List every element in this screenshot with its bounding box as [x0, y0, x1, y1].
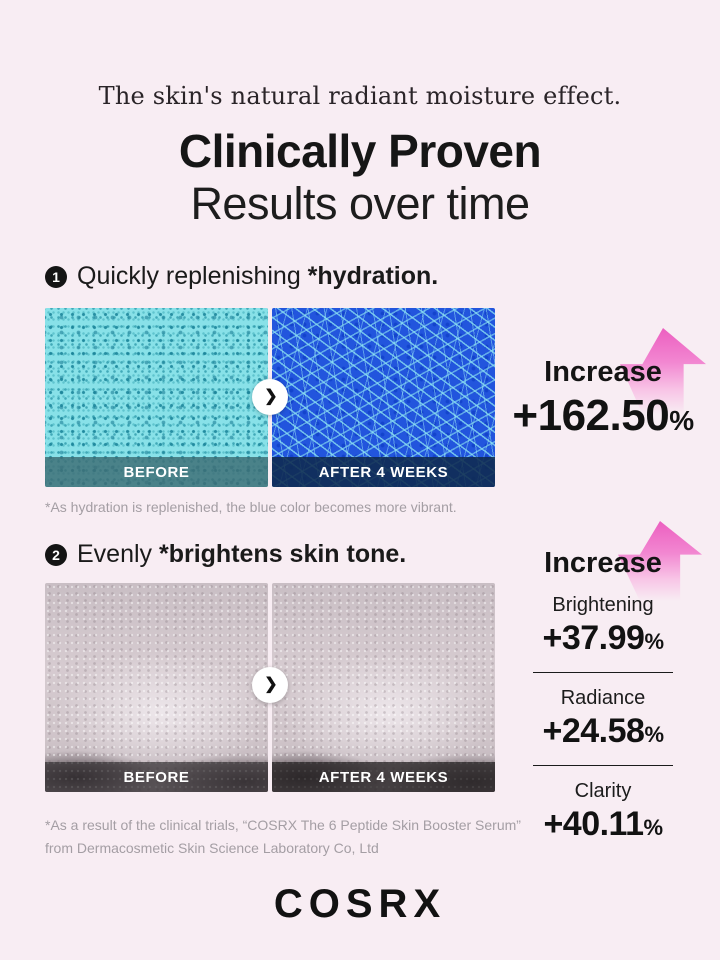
- section1-title-regular: Quickly replenishing: [77, 262, 308, 290]
- stat-clarity: Clarity +40.11%: [498, 780, 708, 844]
- skin-tone-before-after: BEFORE AFTER 4 WEEKS: [45, 583, 495, 792]
- stat-radiance: Radiance +24.58%: [498, 687, 708, 766]
- page-title: Clinically Proven: [178, 125, 542, 177]
- compare-slider-button-2[interactable]: ❯: [252, 667, 288, 703]
- divider: [533, 765, 673, 766]
- cosrx-logo: COSRX: [273, 882, 447, 926]
- section1-title: Quickly replenishing *hydration.: [77, 262, 438, 291]
- before-label: BEFORE: [45, 762, 268, 792]
- skin-tone-stats: Increase Brightening +37.99% Radiance +2…: [498, 521, 708, 844]
- skin-before-image: BEFORE: [45, 583, 268, 792]
- section2-number-badge: 2: [45, 543, 67, 566]
- stat-label: Clarity: [574, 780, 632, 802]
- stat-value: +40.11%: [498, 805, 708, 844]
- after-label: AFTER 4 WEEKS: [272, 762, 495, 792]
- footnote-line-1: *As a result of the clinical trials, “CO…: [45, 817, 521, 833]
- value-unit: %: [644, 722, 664, 747]
- footnote-line-2: from Dermacosmetic Skin Science Laborato…: [45, 840, 379, 856]
- hydration-after-image: AFTER 4 WEEKS: [272, 308, 495, 487]
- stat-label: Radiance: [560, 687, 646, 709]
- value-number: +24.58: [542, 712, 645, 750]
- section2-title: Evenly *brightens skin tone.: [77, 540, 406, 569]
- section1-heading: 1 Quickly replenishing *hydration.: [45, 262, 438, 291]
- value-unit: %: [644, 629, 664, 654]
- section1-title-bold: *hydration.: [307, 262, 439, 290]
- skin-after-image: AFTER 4 WEEKS: [272, 583, 495, 792]
- chevron-right-icon: ❯: [264, 388, 278, 405]
- chevron-right-icon: ❯: [264, 676, 278, 693]
- section2-footnote: *As a result of the clinical trials, “CO…: [45, 814, 521, 860]
- hydration-before-image: BEFORE: [45, 308, 268, 487]
- value-unit: %: [669, 405, 694, 436]
- value-unit: %: [643, 815, 664, 840]
- after-label: AFTER 4 WEEKS: [272, 457, 495, 487]
- stat-value: +37.99%: [498, 619, 708, 658]
- before-label: BEFORE: [45, 457, 268, 487]
- section2-title-regular: Evenly: [77, 540, 159, 568]
- section2-heading: 2 Evenly *brightens skin tone.: [45, 540, 406, 569]
- section1-footnote: *As hydration is replenished, the blue c…: [45, 499, 457, 515]
- stat-label: Brightening: [552, 594, 654, 616]
- stat-value: +24.58%: [498, 712, 708, 751]
- section2-title-bold: *brightens skin tone.: [158, 540, 407, 568]
- increase-label: Increase: [544, 547, 662, 579]
- value-number: +40.11: [543, 805, 644, 843]
- stat-brightening: Brightening +37.99%: [498, 594, 708, 673]
- increase-label: Increase: [544, 356, 662, 388]
- tagline: The skin's natural radiant moisture effe…: [98, 82, 622, 110]
- hydration-increase-value: +162.50%: [498, 391, 708, 441]
- page-subtitle: Results over time: [190, 178, 530, 229]
- hydration-before-after: BEFORE AFTER 4 WEEKS: [45, 308, 495, 487]
- divider: [533, 672, 673, 673]
- compare-slider-button-1[interactable]: ❯: [252, 379, 288, 415]
- value-number: +162.50: [512, 391, 670, 440]
- hydration-stat: Increase +162.50%: [498, 328, 708, 441]
- value-number: +37.99: [542, 619, 645, 657]
- section1-number-badge: 1: [45, 265, 67, 288]
